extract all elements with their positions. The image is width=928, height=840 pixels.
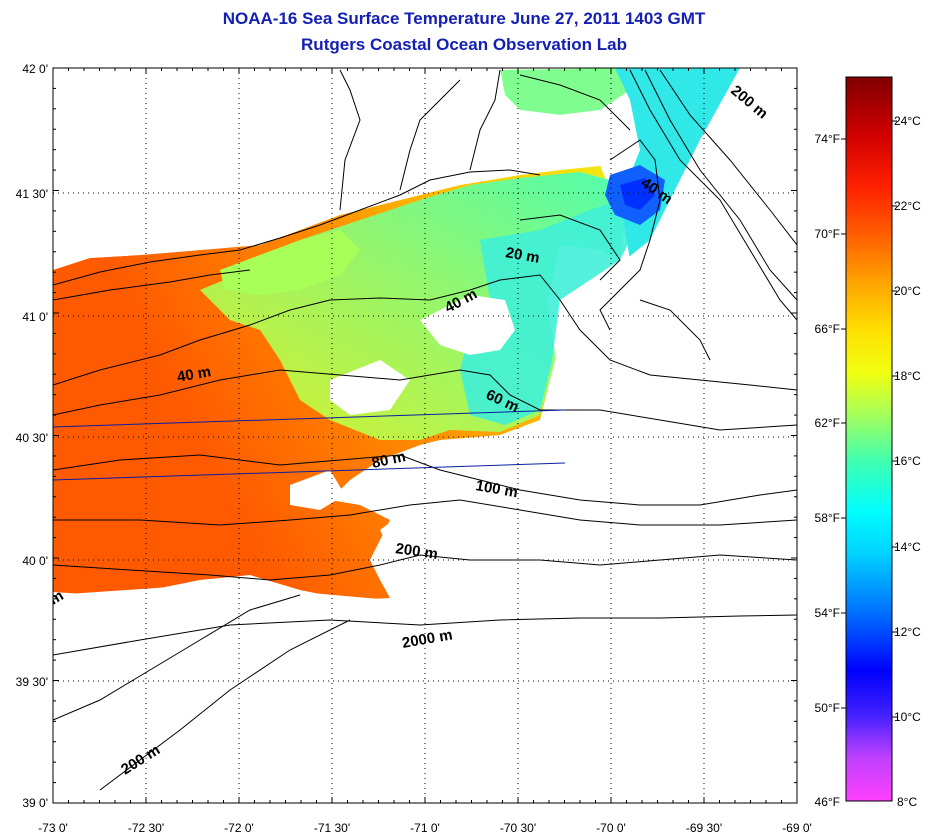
colorbar-celsius-label: 18°C — [894, 369, 921, 383]
sst-field: 20 m 40 m 40 m 40 m 60 m 80 m 100 m 200 … — [53, 68, 797, 803]
colorbar-fahrenheit-label: 58°F — [815, 511, 840, 525]
longitude-axis: -73 0' -72 30' -72 0' -71 30' -71 0' -70… — [38, 821, 812, 835]
colorbar-fahrenheit-label: 54°F — [815, 606, 840, 620]
lat-tick-label: 39 30' — [16, 675, 48, 689]
contour-label-200m-mid: 200 m — [394, 540, 438, 563]
lon-tick-label: -73 0' — [38, 821, 68, 835]
contour-label-40m-west: 40 m — [176, 363, 213, 386]
lon-tick-label: -72 30' — [128, 821, 164, 835]
colorbar-celsius-label: 8°C — [897, 795, 917, 809]
lon-tick-label: -70 0' — [596, 821, 626, 835]
lat-tick-label: 41 30' — [16, 187, 48, 201]
lat-tick-label: 40 30' — [16, 431, 48, 445]
contour-label-20m: 20 m — [504, 244, 541, 267]
colorbar-fahrenheit-label: 46°F — [815, 795, 840, 809]
colorbar-fahrenheit-label: 74°F — [815, 132, 840, 146]
colorbar-fahrenheit-label: 50°F — [815, 701, 840, 715]
colorbar-celsius-label: 12°C — [894, 625, 921, 639]
lat-tick-label: 39 0' — [22, 796, 48, 810]
colorbar-gradient — [845, 76, 893, 802]
latitude-axis: 42 0' 41 30' 41 0' 40 30' 40 0' 39 30' 3… — [16, 62, 48, 810]
lon-tick-label: -71 30' — [314, 821, 350, 835]
contour-label-80m: 80 m — [370, 448, 407, 472]
colorbar-celsius-label: 14°C — [894, 540, 921, 554]
colorbar: 24°C 22°C 20°C 18°C 16°C 14°C 12°C 10°C … — [815, 76, 921, 809]
lon-tick-label: -70 30' — [500, 821, 536, 835]
lon-tick-label: -72 0' — [224, 821, 254, 835]
colorbar-celsius-label: 20°C — [894, 284, 921, 298]
colorbar-celsius-label: 22°C — [894, 199, 921, 213]
lat-tick-label: 42 0' — [22, 62, 48, 76]
lon-tick-label: -71 0' — [410, 821, 440, 835]
colorbar-celsius-label: 24°C — [894, 114, 921, 128]
lat-tick-label: 41 0' — [22, 310, 48, 324]
colorbar-celsius-label: 10°C — [894, 710, 921, 724]
colorbar-fahrenheit-label: 70°F — [815, 227, 840, 241]
map-grid — [53, 68, 797, 803]
colorbar-fahrenheit-label: 66°F — [815, 322, 840, 336]
colorbar-fahrenheit-label: 62°F — [815, 416, 840, 430]
lon-tick-label: -69 30' — [686, 821, 722, 835]
lat-tick-label: 40 0' — [22, 554, 48, 568]
map-title: NOAA-16 Sea Surface Temperature June 27,… — [222, 9, 706, 28]
colorbar-celsius-label: 16°C — [894, 454, 921, 468]
map-subtitle: Rutgers Coastal Ocean Observation Lab — [301, 35, 627, 54]
lon-tick-label: -69 0' — [782, 821, 812, 835]
